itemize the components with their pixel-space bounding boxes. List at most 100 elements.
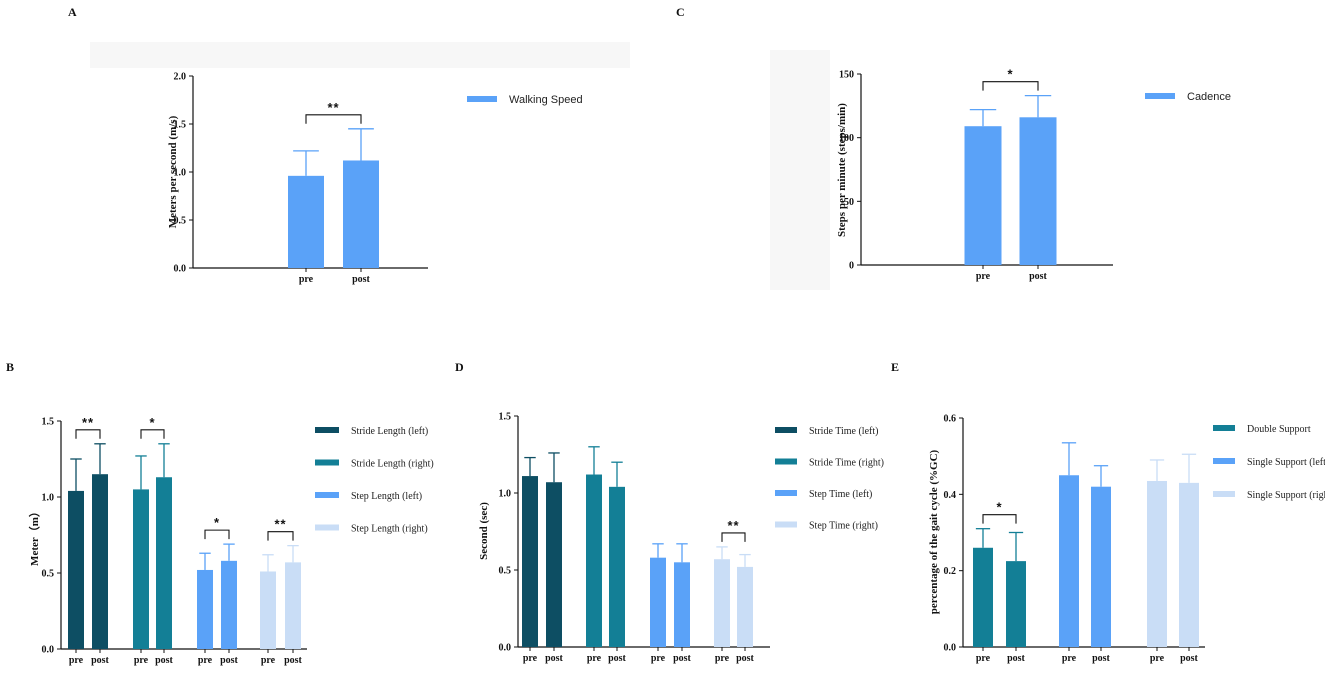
y-tick-label: 0.0 [174,264,187,275]
panel-label: A [68,5,77,19]
x-category-label: pre [587,653,602,664]
x-category-label: pre [134,655,149,666]
x-category-label: post [91,655,109,666]
legend-swatch [775,427,797,433]
significance-label: * [214,515,220,530]
y-tick-label: 0 [849,261,854,272]
bar [133,489,149,649]
bar [1059,475,1079,647]
x-category-label: post [284,655,302,666]
legend-swatch [315,427,339,433]
legend-label: Single Support (right) [1247,490,1325,501]
legend-label: Cadence [1187,91,1231,103]
bar [522,476,538,647]
y-tick-label: 150 [839,70,854,81]
x-category-label: post [545,653,563,664]
significance-label: ** [727,518,739,533]
bar [1179,482,1199,647]
legend-label: Step Time (right) [809,521,878,532]
y-tick-label: 1.5 [42,417,55,428]
y-tick-label: 0.6 [944,414,957,425]
bar [964,126,1002,265]
x-category-label: post [155,655,173,666]
y-axis-label: Meters per second (m/s) [167,115,179,228]
y-tick-label: 1.0 [499,489,512,500]
y-tick-label: 50 [844,197,854,208]
x-category-label: post [1180,653,1198,664]
bar [1019,117,1057,265]
y-tick-label: 0.5 [42,569,55,580]
significance-bracket [982,81,1039,91]
y-axis-label: percentage of the gait cycle (%GC) [928,449,940,614]
significance-bracket [204,529,230,540]
bar [1091,486,1111,647]
y-tick-label: 100 [839,133,854,144]
background-patch [770,50,830,290]
legend-label: Double Support [1247,424,1311,435]
significance-label: * [149,415,155,430]
panel-label: D [455,360,464,374]
bar [546,482,562,647]
y-axis-label: Steps per minute (steps/min) [836,103,848,237]
y-tick-label: 0.0 [499,643,512,654]
significance-label: ** [327,100,339,115]
legend-swatch [315,524,339,531]
bar [197,569,213,649]
bar [260,571,276,649]
legend-label: Walking Speed [509,94,583,106]
x-category-label: post [1029,271,1047,282]
y-axis-label: Meter（m） [28,506,41,566]
bar [68,490,84,649]
x-category-label: pre [1062,653,1077,664]
chart-panel-a: A Meters per second (m/s) 0.0 0.5 1.0 1.5 2.0 p… [68,5,630,285]
significance-bracket [267,531,294,541]
significance-bracket [75,429,101,439]
bar [343,160,379,268]
y-tick-label: 1.5 [174,120,187,131]
legend-swatch [775,521,797,528]
legend-swatch [775,458,797,465]
legend-swatch [315,459,339,466]
x-category-label: pre [198,655,213,666]
legend-label: Step Time (left) [809,489,872,500]
x-category-label: pre [523,653,538,664]
x-category-label: pre [651,653,666,664]
x-category-label: pre [976,653,991,664]
legend-label: Stride Time (left) [809,426,878,437]
bar [586,474,602,647]
legend-label: Single Support (left) [1247,457,1325,468]
significance-label: ** [274,517,286,532]
x-category-label: post [1092,653,1110,664]
y-tick-label: 0.4 [944,490,957,501]
bar [650,557,666,647]
legend-swatch [1145,93,1175,99]
legend-swatch [1213,458,1235,464]
significance-label: * [996,500,1002,515]
significance-bracket [982,514,1017,524]
bar [285,562,301,649]
y-tick-label: 0.0 [944,643,957,654]
panel-label: B [6,360,14,374]
bar [674,562,690,647]
significance-bracket [305,114,362,124]
x-category-label: post [352,274,370,285]
legend-swatch [775,490,797,496]
legend-swatch [1213,491,1235,497]
bar [92,474,108,649]
x-category-label: post [608,653,626,664]
bar [288,175,324,268]
bar [156,477,172,649]
bar [221,560,237,649]
panel-label: E [891,360,899,374]
y-tick-label: 0.5 [499,566,512,577]
significance-label: * [1007,67,1013,82]
bar [609,486,625,647]
significance-bracket [140,429,165,439]
bar [973,547,993,647]
y-tick-label: 2.0 [174,72,187,83]
legend-label: Step Length (right) [351,524,428,535]
bar [737,566,753,647]
